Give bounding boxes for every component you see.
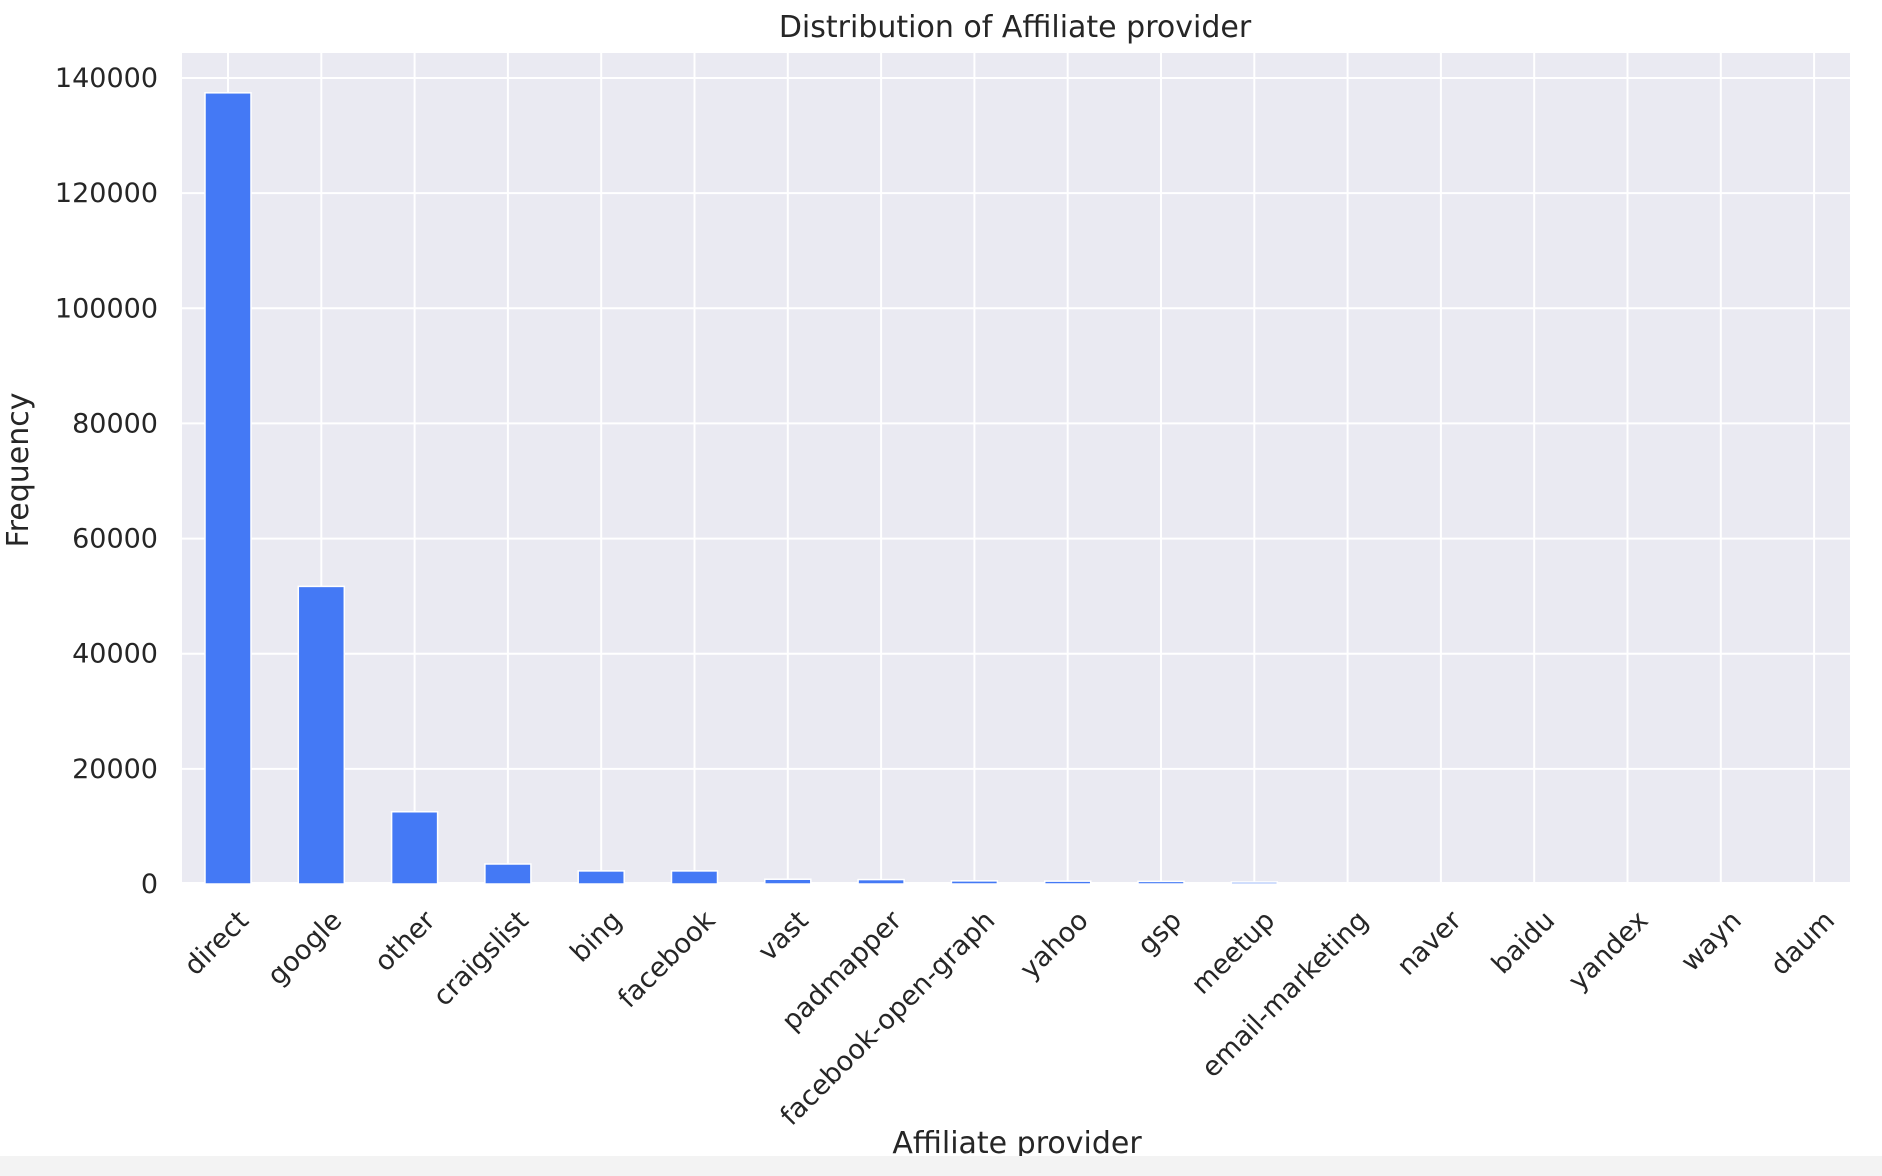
x-tick-label: yandex (1563, 905, 1655, 997)
x-tick-label: baidu (1486, 905, 1561, 980)
bar-naver (1417, 882, 1465, 885)
x-tick-label: vast (752, 905, 814, 967)
x-axis-label: Affiliate provider (892, 1126, 1142, 1161)
bar-facebook-open-graph (950, 880, 999, 885)
y-tick-label: 20000 (72, 754, 158, 785)
y-tick-label: 120000 (55, 178, 158, 209)
y-tick-label: 80000 (72, 408, 158, 439)
bar-baidu (1510, 882, 1558, 885)
y-gridlines (182, 77, 1850, 885)
bar-facebook (670, 870, 719, 885)
bar-bing (577, 870, 625, 885)
y-tick-labels: 0 20000 40000 60000 80000 100000 120000 140000 (55, 63, 158, 900)
bar-daum (1790, 882, 1838, 885)
y-tick-label: 0 (141, 869, 158, 900)
y-tick-label: 40000 (72, 639, 158, 670)
y-tick-label: 60000 (72, 524, 158, 555)
bar-vast (764, 878, 812, 885)
bar-direct (204, 92, 252, 885)
bar-meetup (1230, 881, 1279, 885)
x-tick-label: craigslist (427, 905, 534, 1012)
bar-google (297, 585, 346, 885)
x-tick-label: email-marketing (1196, 905, 1375, 1084)
x-tick-label: direct (178, 905, 255, 982)
bar-wayn (1697, 882, 1745, 885)
y-tick-label: 100000 (55, 293, 158, 324)
bar-gsp (1137, 880, 1185, 885)
x-tick-label: daum (1765, 905, 1841, 981)
x-tick-label: google (262, 905, 349, 992)
x-tick-label: other (369, 904, 442, 977)
x-tick-label: meetup (1186, 905, 1282, 1001)
bar-craigslist (484, 863, 532, 885)
bars (204, 92, 1838, 885)
x-tick-label: yahoo (1014, 905, 1094, 985)
chart-title: Distribution of Affiliate provider (779, 10, 1252, 45)
x-tick-label: wayn (1675, 905, 1748, 978)
plot-area (182, 53, 1850, 882)
x-gridlines (227, 53, 1816, 882)
bottom-strip (0, 1156, 1882, 1176)
x-tick-label: gsp (1132, 905, 1188, 961)
x-tick-label: facebook (612, 905, 721, 1014)
bar-yahoo (1043, 880, 1092, 885)
bar-yandex (1603, 882, 1652, 885)
bar-other (390, 811, 439, 885)
bar-email-marketing (1323, 882, 1372, 885)
bar-padmapper (857, 878, 905, 885)
y-tick-label: 140000 (55, 63, 158, 94)
x-tick-label: naver (1391, 904, 1468, 981)
x-tick-label: bing (565, 905, 629, 969)
y-axis-label: Frequency (1, 393, 36, 548)
